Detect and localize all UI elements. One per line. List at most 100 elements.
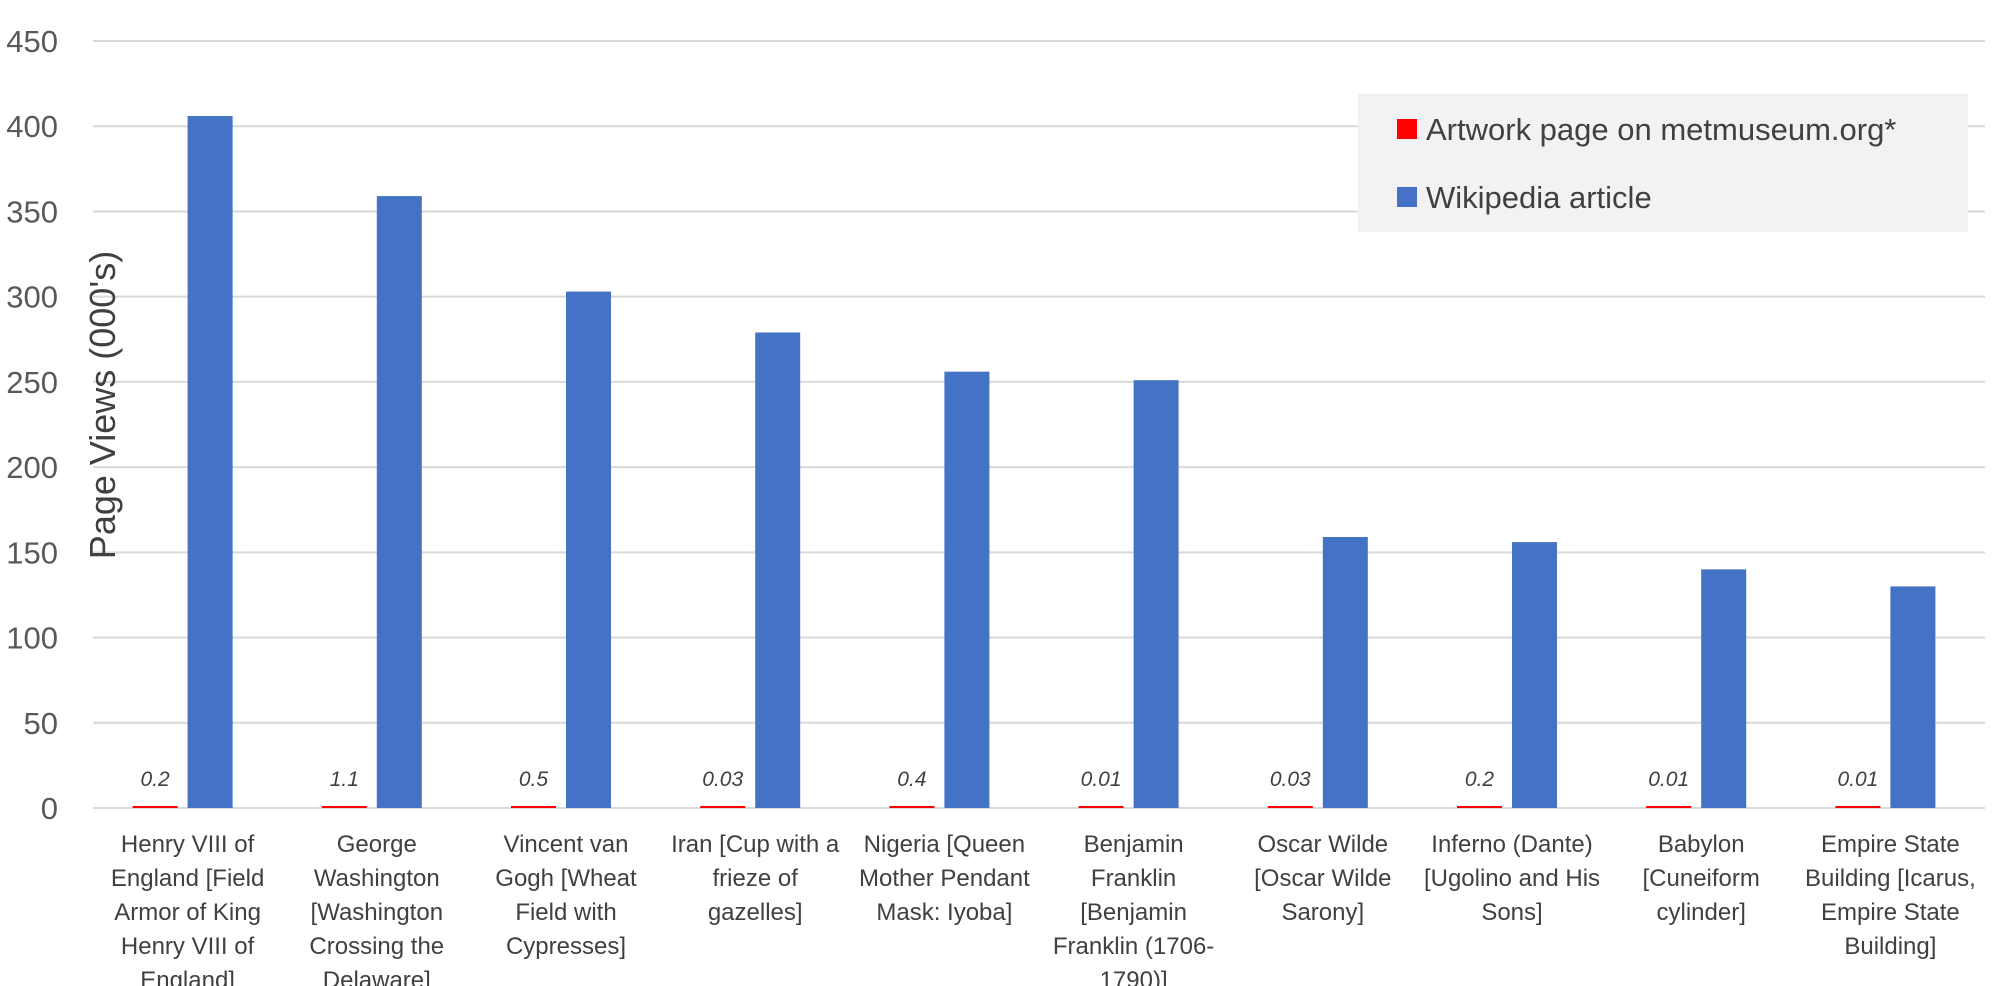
y-tick-label: 150 — [6, 535, 58, 570]
y-tick-label: 50 — [24, 706, 58, 741]
data-label-artwork: 0.01 — [1837, 768, 1878, 791]
data-label-artwork: 0.2 — [140, 768, 170, 791]
x-axis-category-labels: Henry VIII of England [Field Armor of King… — [111, 831, 1976, 986]
x-category-label-line: Henry VIII of — [121, 933, 255, 960]
y-tick-label: 100 — [6, 621, 58, 656]
y-tick-label: 450 — [6, 24, 58, 59]
x-category-label-line: Vincent van — [504, 831, 629, 858]
bar-wikipedia — [1890, 586, 1936, 808]
legend: Artwork page on metmuseum.org* Wikipedia… — [1358, 94, 1968, 232]
x-category-label-line: cylinder] — [1657, 899, 1746, 926]
bar-artwork — [889, 806, 935, 808]
x-category-label: Henry VIII of England [Field Armor of King… — [111, 831, 264, 986]
x-category-label: Nigeria [Queen Mother Pendant Mask: Iyoba] — [859, 831, 1030, 926]
legend-swatch-wikipedia — [1397, 187, 1417, 207]
x-category-label: Empire State Building [Icarus, Empire Stat… — [1805, 831, 1976, 960]
x-category-label-line: Mask: Iyoba] — [876, 899, 1012, 926]
data-label-artwork: 0.01 — [1648, 768, 1689, 791]
x-category-label-line: Benjamin — [1084, 831, 1184, 858]
x-category-label-line: gazelles] — [708, 899, 803, 926]
x-category-label-line: 1790)] — [1100, 967, 1168, 986]
x-category-label-line: Franklin — [1091, 865, 1176, 892]
x-category-label: Vincent van Gogh [Wheat Field with Cypresse… — [495, 831, 637, 960]
bars — [132, 115, 1936, 809]
x-category-label-line: Mother Pendant — [859, 865, 1030, 892]
bar-artwork — [1646, 806, 1692, 808]
y-tick-label: 200 — [6, 450, 58, 485]
bar-artwork — [321, 806, 367, 808]
x-category-label: George Washington [Washington Crossing the D… — [309, 831, 444, 986]
x-category-label-line: [Oscar Wilde — [1254, 865, 1391, 892]
bar-artwork — [132, 806, 178, 808]
y-tick-label: 350 — [6, 194, 58, 229]
bar-artwork — [1457, 806, 1502, 808]
y-tick-label: 300 — [6, 280, 58, 315]
bar-wikipedia — [566, 291, 611, 808]
x-category-label-line: [Cuneiform — [1643, 865, 1760, 892]
data-label-artwork: 0.03 — [1270, 768, 1311, 791]
bar-wikipedia — [1133, 380, 1179, 808]
x-category-label-line: frieze of — [713, 865, 799, 892]
bar-artwork — [511, 806, 556, 808]
x-category-label-line: Building] — [1844, 933, 1936, 960]
legend-label-wikipedia: Wikipedia article — [1426, 180, 1652, 215]
y-axis-title: Page Views (000's) — [82, 251, 123, 559]
x-category-label-line: [Washington — [311, 899, 444, 926]
x-category-label-line: Nigeria [Queen — [864, 831, 1025, 858]
y-axis-ticks: 0 50 100 150 200 250 300 350 400 450 — [6, 24, 58, 826]
x-category-label: Benjamin Franklin [Benjamin Franklin (1706-… — [1053, 831, 1214, 986]
x-category-label-line: Iran [Cup with a — [671, 831, 840, 858]
x-category-label-line: [Benjamin — [1080, 899, 1187, 926]
x-category-label-line: England [Field — [111, 865, 264, 892]
x-category-label-line: Empire State — [1821, 899, 1960, 926]
data-label-artwork: 0.5 — [519, 768, 549, 791]
x-category-label: Babylon [Cuneiform cylinder] — [1643, 831, 1760, 926]
bar-artwork — [1835, 806, 1881, 808]
x-category-label-line: [Ugolino and His — [1424, 865, 1600, 892]
bar-wikipedia — [1512, 542, 1557, 808]
x-category-label: Inferno (Dante) [Ugolino and His Sons] — [1424, 831, 1600, 926]
x-category-label-line: Crossing the — [309, 933, 444, 960]
x-category-label-line: George — [337, 831, 417, 858]
data-label-artwork: 0.4 — [897, 768, 926, 791]
x-category-label-line: Armor of King — [114, 899, 261, 926]
legend-swatch-artwork — [1397, 119, 1417, 139]
x-category-label-line: Building [Icarus, — [1805, 865, 1976, 892]
y-tick-label: 400 — [6, 109, 58, 144]
bar-wikipedia — [187, 115, 233, 809]
x-category-label-line: Franklin (1706- — [1053, 933, 1214, 960]
x-category-label-line: Gogh [Wheat — [495, 865, 637, 892]
data-labels: 0.2 1.1 0.5 0.03 0.4 0.01 0.03 0.2 0.01 0.01 — [140, 768, 1878, 791]
x-category-label-line: Babylon — [1658, 831, 1745, 858]
bar-artwork — [700, 806, 746, 808]
x-category-label-line: Empire State — [1821, 831, 1960, 858]
bar-wikipedia — [944, 371, 990, 808]
bar-wikipedia — [1322, 536, 1368, 808]
data-label-artwork: 0.03 — [702, 768, 743, 791]
x-category-label-line: Sarony] — [1281, 899, 1364, 926]
data-label-artwork: 0.2 — [1465, 768, 1495, 791]
data-label-artwork: 1.1 — [330, 768, 359, 791]
data-label-artwork: 0.01 — [1081, 768, 1122, 791]
bar-artwork — [1267, 806, 1313, 808]
legend-background — [1358, 94, 1968, 232]
bar-wikipedia — [755, 332, 801, 808]
x-category-label-line: Field with — [515, 899, 616, 926]
x-category-label-line: England] — [140, 967, 235, 986]
x-category-label-line: Washington — [314, 865, 440, 892]
y-tick-label: 0 — [41, 791, 58, 826]
x-category-label-line: Cypresses] — [506, 933, 626, 960]
y-tick-label: 250 — [6, 365, 58, 400]
bar-wikipedia — [376, 196, 422, 809]
x-category-label-line: Oscar Wilde — [1257, 831, 1388, 858]
x-category-label-line: Sons] — [1481, 899, 1542, 926]
bar-artwork — [1078, 806, 1124, 808]
x-category-label: Oscar Wilde [Oscar Wilde Sarony] — [1254, 831, 1391, 926]
x-category-label-line: Henry VIII of — [121, 831, 255, 858]
x-category-label: Iran [Cup with a frieze of gazelles] — [671, 831, 840, 926]
legend-label-artwork: Artwork page on metmuseum.org* — [1426, 112, 1896, 147]
x-category-label-line: Delaware] — [323, 967, 431, 986]
bar-wikipedia — [1701, 569, 1747, 808]
x-category-label-line: Inferno (Dante) — [1431, 831, 1592, 858]
